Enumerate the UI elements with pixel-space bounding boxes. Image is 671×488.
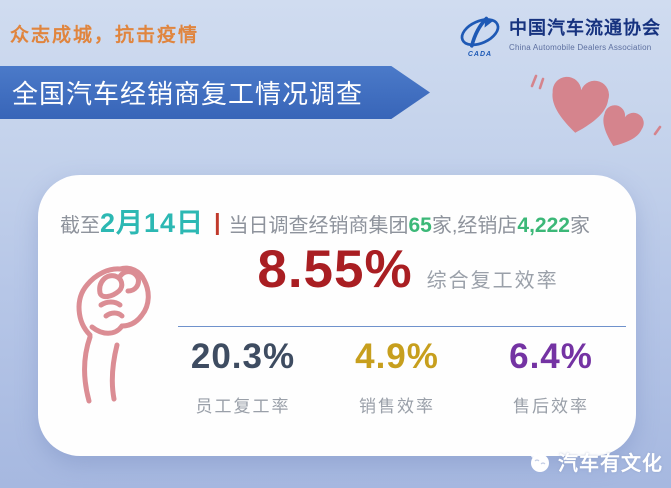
association-name-cn: 中国汽车流通协会 [509, 18, 661, 38]
cada-mark-text: CADA [467, 51, 493, 58]
header-survey-label: 当日调查经销商集团 [228, 215, 409, 237]
header-group-unit: 家, [431, 215, 458, 237]
stat-label: 销售效率 [359, 397, 435, 416]
hearts-icon [523, 72, 663, 167]
association-name-en: China Automobile Dealers Association [509, 43, 652, 52]
stat-value: 20.3% [190, 337, 296, 376]
sub-stats-row: 20.3% 员工复工率 4.9% 销售效率 6.4% 售后效率 [166, 337, 628, 417]
raised-fist-icon [54, 239, 166, 415]
association-name: 中国汽车流通协会 China Automobile Dealers Associ… [509, 14, 661, 52]
header-date: 2月14日 [100, 208, 205, 238]
overall-resumption-value: 8.55% [257, 240, 413, 299]
header-store-unit: 家 [569, 215, 590, 237]
publisher-name: 汽车有文化 [558, 453, 663, 475]
overall-resumption-label: 综合复工效率 [426, 270, 559, 292]
survey-header: 截至2月14日 | 当日调查经销商集团65家,经销店4,222家 [60, 201, 590, 240]
stat-value: 4.9% [355, 337, 439, 376]
stat-sales-efficiency: 4.9% 销售效率 [320, 337, 474, 417]
header-separator: | [214, 209, 221, 235]
header-store-label: 经销店 [457, 215, 518, 237]
overall-resumption-stat: 8.55% 综合复工效率 [188, 239, 628, 300]
stat-employee-resumption: 20.3% 员工复工率 [166, 337, 320, 417]
stat-aftersales-efficiency: 6.4% 售后效率 [474, 337, 628, 417]
stat-value: 6.4% [509, 337, 593, 376]
header-group-count: 65 [408, 214, 432, 237]
banner-title: 全国汽车经销商复工情况调查 [12, 79, 364, 109]
section-divider [178, 326, 626, 327]
survey-card: 截至2月14日 | 当日调查经销商集团65家,经销店4,222家 [38, 175, 636, 456]
stat-label: 售后效率 [513, 397, 589, 416]
stat-label: 员工复工率 [195, 397, 291, 416]
title-banner: 全国汽车经销商复工情况调查 [0, 66, 430, 119]
header-prefix: 截至 [60, 215, 100, 237]
epidemic-slogan: 众志成城，抗击疫情 [10, 25, 200, 46]
association-logo: CADA 中国汽车流通协会 China Automobile Dealers A… [457, 14, 661, 60]
header-store-count: 4,222 [517, 214, 570, 237]
account-avatar-icon [530, 451, 549, 472]
cada-logo-icon: CADA [457, 14, 503, 60]
publisher-watermark: 汽车有文化 [526, 447, 663, 476]
